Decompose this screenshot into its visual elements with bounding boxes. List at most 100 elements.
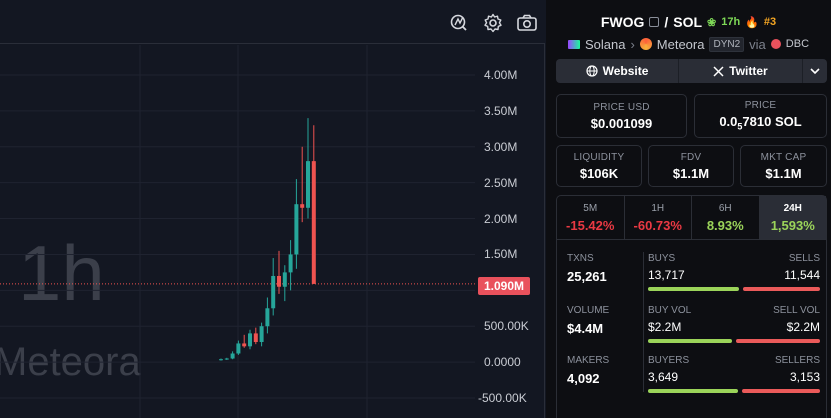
tab-6h[interactable]: 6H 8.93% (692, 196, 760, 239)
price-native-card: PRICE 0.057810 SOL (694, 94, 827, 138)
pair-separator: / (664, 14, 669, 30)
fdv-label: FDV (680, 151, 702, 163)
sprout-icon: ❀ (707, 16, 717, 29)
dbc-icon (770, 39, 781, 49)
makers-label: MAKERS (567, 355, 610, 366)
buyers-label: BUYERS (648, 355, 690, 366)
tab-1h[interactable]: 1H -60.73% (625, 196, 692, 239)
volume-ratio-bar (648, 339, 820, 343)
candle-up (271, 275, 276, 309)
candle-down (311, 161, 316, 284)
sellers-label: SELLERS (774, 355, 820, 366)
twitter-label: Twitter (729, 64, 768, 78)
buys-value: 13,717 (648, 268, 685, 282)
candle-up (282, 272, 287, 287)
dex-name[interactable]: Meteora (656, 36, 705, 52)
copy-icon[interactable] (649, 17, 660, 27)
change-1h: -60.73% (633, 217, 682, 233)
chart-toolbar (0, 0, 545, 44)
fdv-value: $1.1M (672, 165, 710, 181)
buy-vol-value: $2.2M (648, 320, 682, 334)
liquidity-value: $106K (579, 165, 619, 181)
pair-info-panel: FWOG / SOL ❀ 17h 🔥 #3 Solana › Meteora D… (546, 0, 831, 418)
website-label: Website (602, 64, 649, 78)
makers-row: MAKERS 4,092 BUYERS SELLERS 3,649 3,153 (557, 355, 826, 401)
sells-label: SELLS (788, 253, 820, 264)
candle-up (259, 326, 264, 343)
candle-up (224, 358, 229, 360)
chain-name[interactable]: Solana (584, 36, 626, 52)
last-price-tag: 1.090M (478, 277, 530, 295)
axis-tick-label: 3.00M (484, 139, 518, 154)
gear-icon[interactable] (482, 12, 504, 34)
candle-down (242, 343, 247, 347)
txns-value: 25,261 (567, 269, 607, 284)
chain-breadcrumb: Solana › Meteora DYN2 via DBC (546, 34, 831, 54)
chevron-right-icon: › (630, 36, 635, 52)
candle-up (288, 254, 293, 273)
candle-down (253, 333, 258, 343)
change-24h: 1,593% (770, 217, 815, 233)
txns-ratio-bar (648, 287, 820, 291)
tab-5m[interactable]: 5M -15.42% (557, 196, 625, 239)
tab-24h[interactable]: 24H 1,593% (759, 196, 826, 239)
axis-tick-label: 500.00K (484, 319, 529, 334)
flame-icon: 🔥 (745, 16, 759, 29)
globe-icon (585, 65, 598, 77)
social-links: Website Twitter (556, 59, 827, 83)
market-cap-card: MKT CAP $1.1M (740, 145, 827, 187)
price-usd-card: PRICE USD $0.001099 (556, 94, 687, 138)
candle-up (230, 353, 235, 359)
axis-tick-label: 2.00M (484, 211, 518, 226)
sell-vol-value: $2.2M (786, 320, 820, 334)
sells-value: 11,544 (784, 268, 820, 282)
candle-up (306, 161, 310, 208)
fdv-card: FDV $1.1M (648, 145, 734, 187)
timeframe-tabs: 5M -15.42% 1H -60.73% 6H 8.93% 24H 1,593… (557, 196, 826, 240)
sellers-value: 3,153 (789, 370, 820, 384)
axis-tick-label: 0.0000 (484, 355, 521, 370)
axis-tick-label: 2.50M (484, 175, 518, 190)
website-button[interactable]: Website (556, 59, 679, 83)
trending-rank[interactable]: #3 (763, 16, 777, 28)
price-native-label: PRICE (744, 100, 777, 112)
pair-age: 17h (721, 16, 741, 28)
axis-tick-label: 1.50M (484, 247, 518, 262)
via-label: via (749, 36, 766, 52)
axis-tick-label: -500.00K (478, 391, 527, 405)
volume-row: VOLUME $4.4M BUY VOL SELL VOL $2.2M $2.2M (557, 305, 826, 351)
candle-up (248, 333, 252, 347)
market-cap-label: MKT CAP (760, 151, 807, 163)
stats-divider (643, 252, 644, 392)
candle-down (277, 275, 281, 287)
twitter-button[interactable]: Twitter (679, 59, 803, 83)
axis-tick-label: 3.50M (484, 103, 518, 118)
price-native-value: 0.057810 SOL (719, 114, 802, 132)
base-token: FWOG (600, 14, 645, 30)
pool-badge: DYN2 (709, 36, 745, 52)
candle-up (236, 343, 241, 354)
sell-vol-label: SELL VOL (773, 305, 820, 316)
timeframe-stats: 5M -15.42% 1H -60.73% 6H 8.93% 24H 1,593… (556, 195, 827, 418)
price-axis[interactable]: 4.00M 3.50M 3.00M 2.50M 2.00M 1.50M 500.00K 0.0… (475, 45, 545, 418)
liquidity-label: LIQUIDITY (573, 151, 625, 163)
more-links-button[interactable] (803, 59, 827, 83)
makers-ratio-bar (648, 389, 820, 393)
candle-up (265, 308, 270, 327)
candle-plot[interactable] (0, 45, 475, 418)
buy-vol-label: BUY VOL (648, 305, 692, 316)
price-chart[interactable]: 1h Meteora 4.00M 3.50M 3.00M 2.50M 2.00M 1.50… (0, 0, 545, 418)
txns-row: TXNS 25,261 BUYS SELLS 13,717 11,544 (557, 253, 826, 299)
camera-icon[interactable] (516, 12, 538, 34)
market-cap-value: $1.1M (765, 165, 802, 181)
launchpad-name[interactable]: DBC (785, 38, 810, 50)
liquidity-card: LIQUIDITY $106K (556, 145, 642, 187)
chevron-down-icon (810, 67, 820, 74)
meteora-icon (639, 38, 652, 50)
candle-up (294, 204, 299, 255)
price-usd-value: $0.001099 (590, 115, 653, 131)
indicator-icon[interactable] (448, 12, 470, 34)
makers-value: 4,092 (567, 371, 600, 386)
candle-down (300, 204, 305, 208)
price-usd-label: PRICE USD (593, 101, 650, 113)
